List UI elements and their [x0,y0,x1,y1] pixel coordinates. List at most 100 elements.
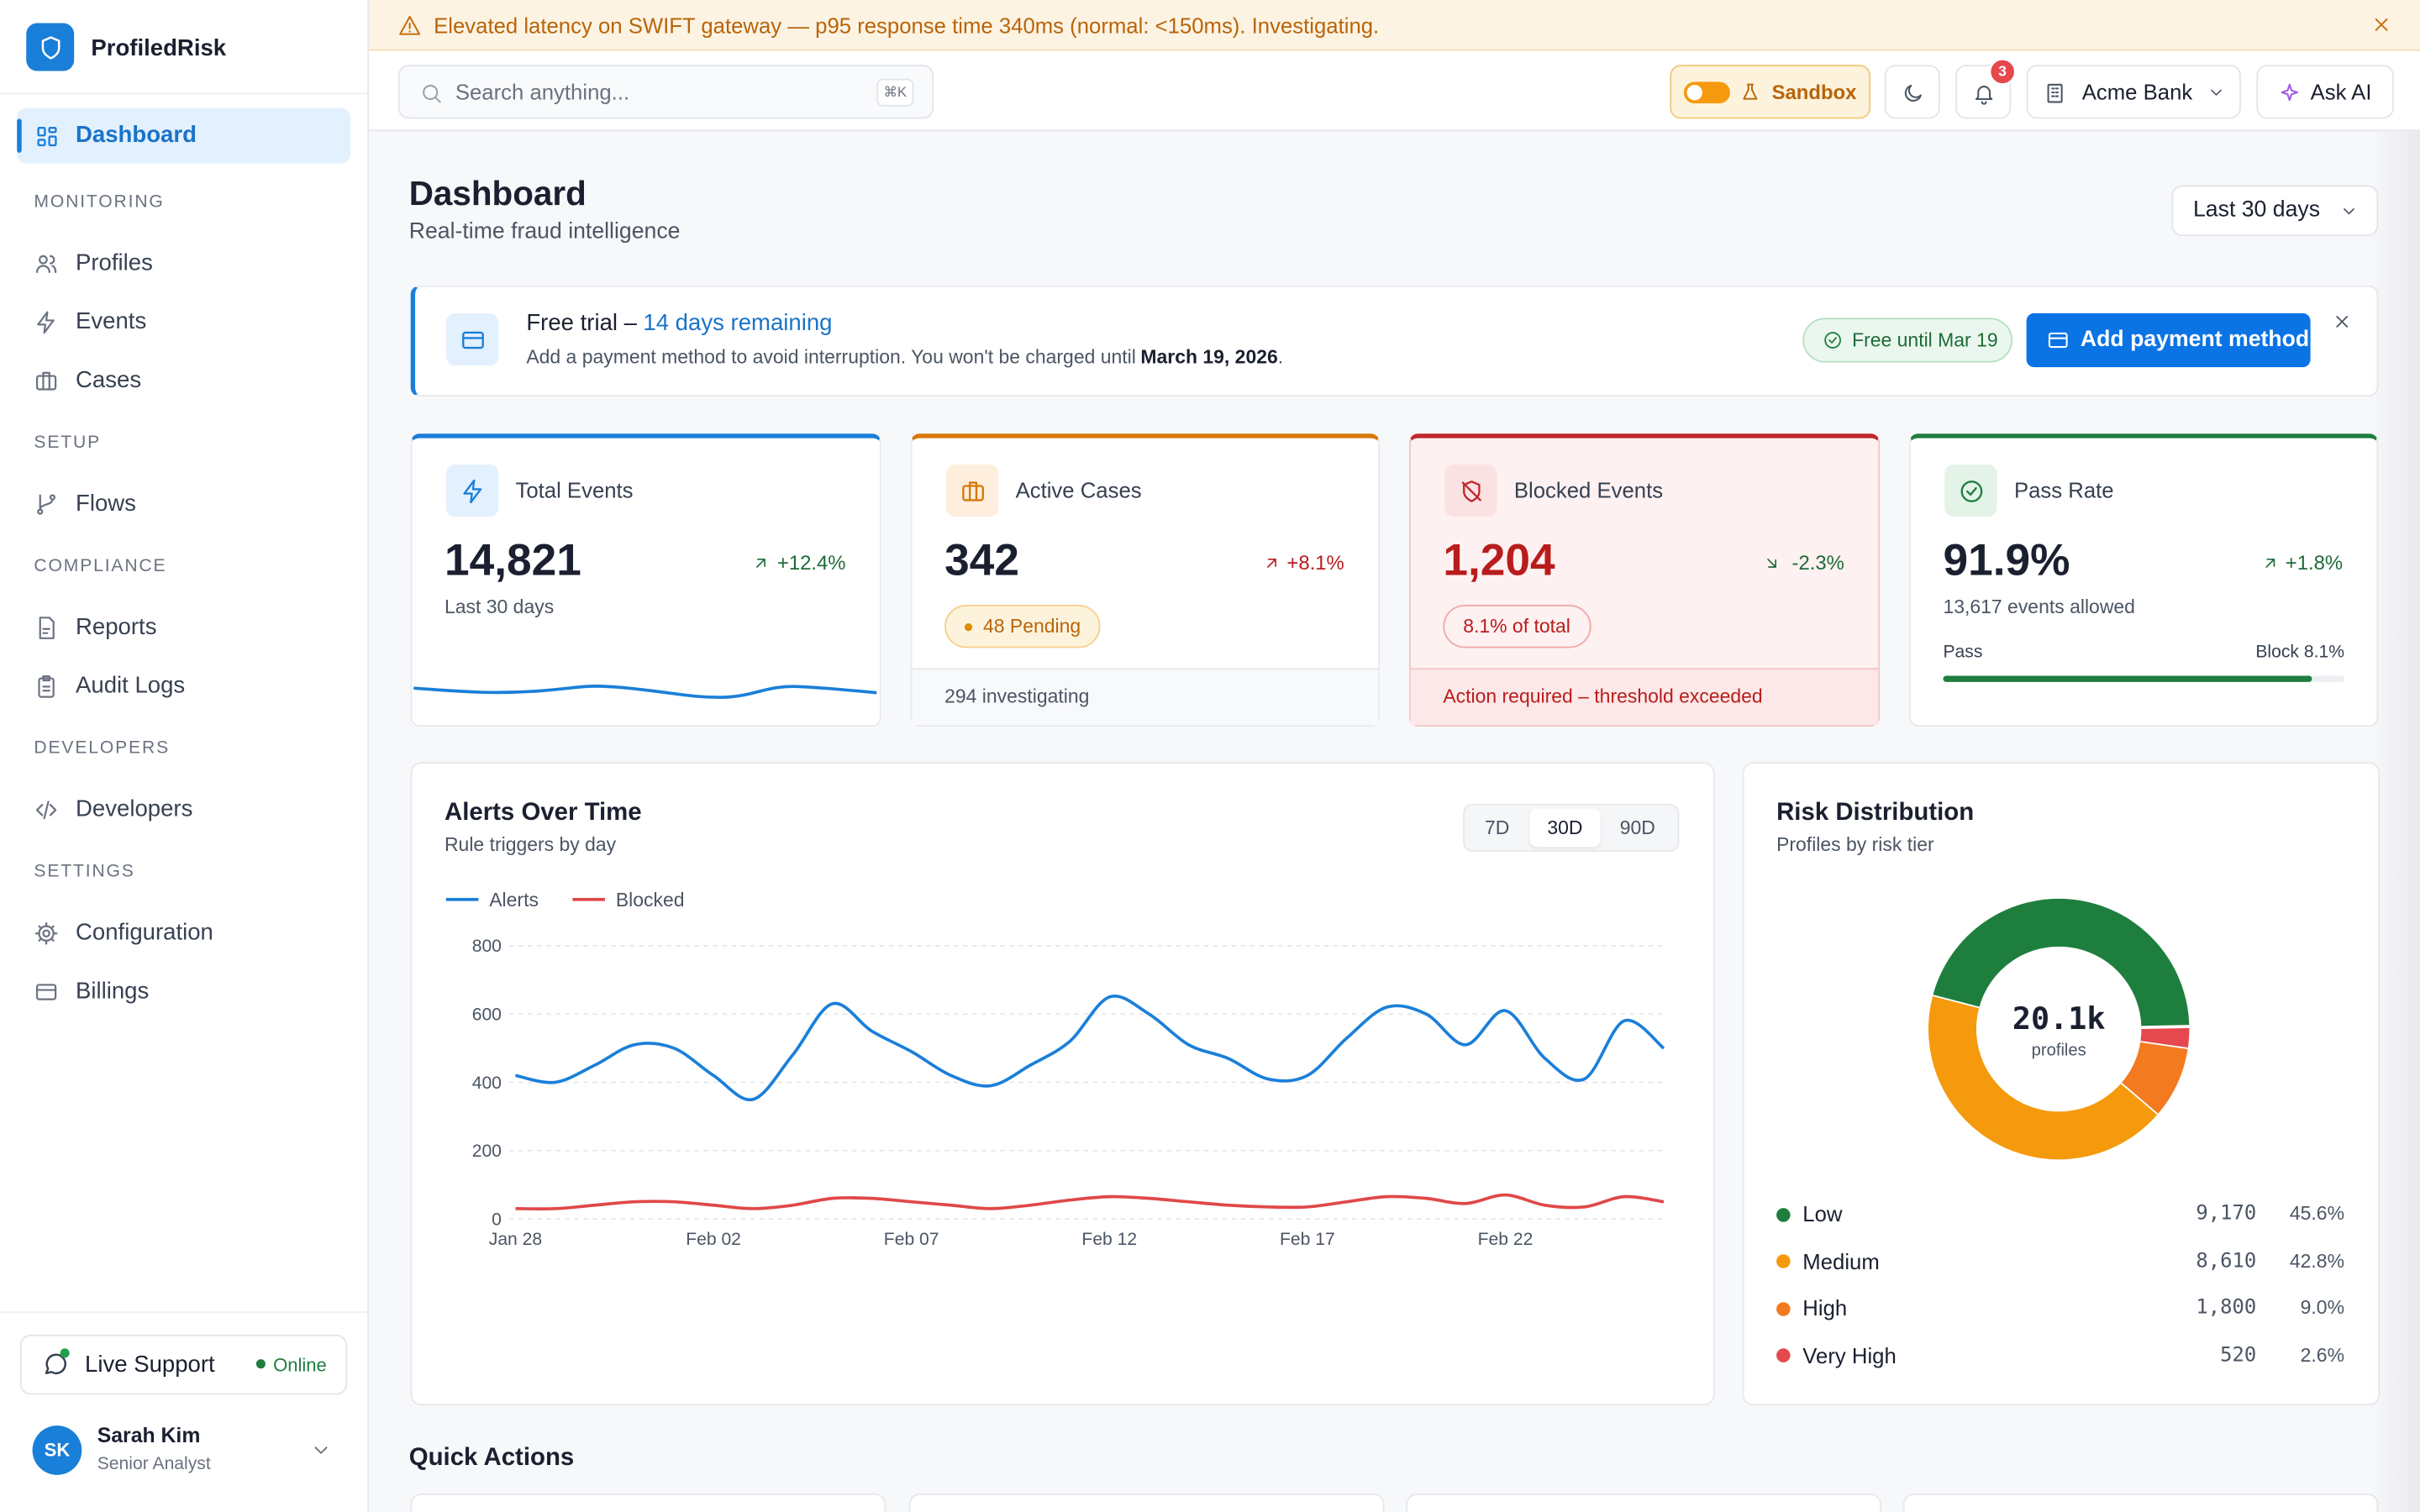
theme-button[interactable] [1884,65,1940,119]
live-support[interactable] [19,1334,348,1395]
nav-item[interactable]: Flows [76,491,136,517]
legend-value: 520 [2220,1343,2257,1367]
icon [461,330,483,349]
nav-active[interactable] [17,108,350,164]
add-payment-label: Add payment method [2080,327,2310,352]
icon [1974,85,1992,104]
stat-value: 91.9% [1943,536,2070,586]
nav-section-title: SETTINGS [34,862,135,881]
icon-path [39,617,55,639]
search-placeholder: Search anything... [455,79,630,105]
x-tick-label: Feb 12 [1081,1230,1137,1249]
icon [1743,83,1758,100]
icon-part [47,134,56,146]
kbd [876,78,914,107]
stat-footer [912,668,1379,726]
range-tab[interactable]: 90D [1619,816,1655,839]
icon-path [39,494,54,511]
stat-sub: Last 30 days [444,596,555,618]
trial-title: Free trial –14 days remaining [526,310,832,338]
search-box[interactable] [397,65,934,119]
nav-item[interactable]: Reports [76,614,157,641]
trial-icon-box [445,312,499,366]
quick-action-card [1406,1493,1881,1512]
donut-segment [1928,995,2159,1160]
nav-section-title: DEVELOPERS [34,738,171,759]
icon-path [1974,85,1992,104]
y-tick-label: 0 [492,1210,502,1229]
nav-item[interactable]: Audit Logs [76,672,186,700]
alert-text: Elevated latency on SWIFT gateway — p95 … [434,12,1380,38]
nav-item[interactable]: Events [76,308,147,335]
chart-subtitle: Profiles by risk tier [1776,833,1934,856]
icon [1823,332,1841,349]
nav-item[interactable]: Profiles [76,249,153,276]
divider [0,1311,368,1314]
icon-part [38,925,55,942]
legend-percent: 9.0% [2300,1296,2345,1319]
x-tick-label: Feb 07 [884,1230,939,1249]
y-tick-label: 600 [472,1005,502,1025]
icon-part [2048,332,2067,349]
icon-part [1960,480,1982,501]
stat-icon-box [945,464,999,517]
nav-item[interactable]: Developers [76,795,193,822]
nav-item[interactable]: Configuration [76,919,213,946]
sparkline-path [413,685,877,700]
legend-dot [1776,1301,1791,1315]
range-tab[interactable]: 7D [1484,816,1510,839]
range-tab[interactable]: 30D [1547,816,1583,839]
nav-section-title: COMPLIANCE [34,557,167,576]
icon-part [422,83,438,100]
nav-section-title: MONITORING [34,192,165,212]
icon-part [36,138,45,146]
trial-desc: Add a payment method to avoid interrupti… [526,346,1136,369]
icon [462,478,481,503]
online-dot [60,1348,70,1358]
range-label: Last 30 days [2193,197,2321,223]
stat-icon-box [445,464,499,517]
trial-badge-text: Free until Mar 19 [1852,328,1998,350]
range-tab-active[interactable] [1529,808,1601,848]
range-select[interactable] [2171,185,2379,237]
icon-path [40,35,60,59]
icon-path [42,675,50,692]
add-payment-button[interactable] [2026,312,2311,368]
nav-active-bar [17,118,22,153]
avatar [32,1425,82,1475]
bar-left-label: Pass [1943,643,1983,663]
legend-label: Medium [1802,1248,1880,1273]
icon-path [2050,87,2059,97]
org-switcher[interactable] [2026,65,2241,119]
icon-part [42,929,50,938]
ask-ai-button[interactable] [2256,65,2394,119]
icon-path [1766,558,1776,568]
nav-item[interactable]: Dashboard [76,122,197,149]
icon-path [1965,486,1976,496]
section-title: Quick Actions [408,1444,575,1472]
legend-value: 8,610 [2196,1249,2257,1273]
icon-part [47,126,56,133]
icon [35,801,57,820]
divider [0,92,368,95]
page-subtitle: Real-time fraud intelligence [408,219,681,244]
icon-path [756,558,766,568]
icon-path [1460,480,1481,501]
stat-value: 14,821 [444,536,581,586]
stat-footer-text: Action required – threshold exceeded [1443,685,1763,708]
alert-banner [368,0,2420,51]
nav-item[interactable]: Cases [76,367,142,394]
icon-part [2046,82,2062,102]
nav-item[interactable]: Billings [76,978,150,1005]
notification-count: 3 [1998,62,2007,81]
legend-value: 9,170 [2196,1202,2257,1226]
donut-center-value: 20.1k [2012,1000,2106,1037]
badge-text: 8.1% of total [1463,615,1570,638]
icon-path [434,95,440,102]
stat-change: -2.3% [1791,551,1844,575]
brand-logo [26,23,75,71]
sandbox-label: Sandbox [1771,80,1857,104]
icon [36,126,56,146]
brand-icon [40,35,60,59]
icon-part [961,484,984,501]
